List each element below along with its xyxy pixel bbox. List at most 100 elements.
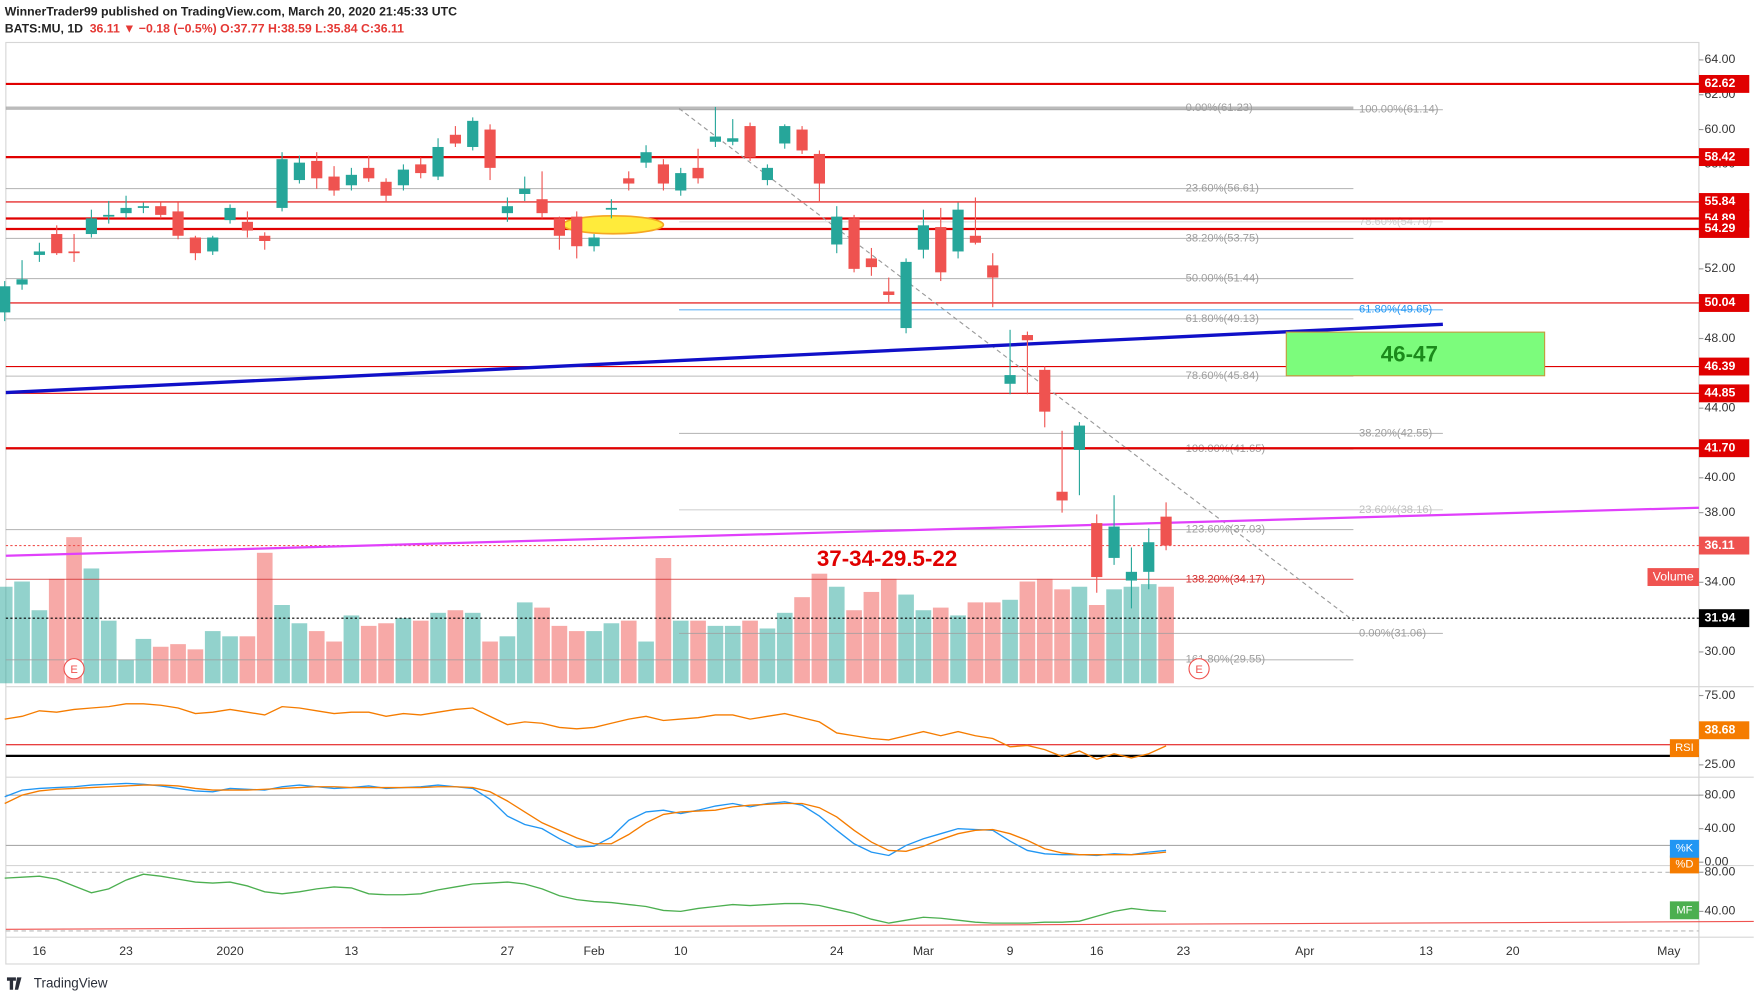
candle-body <box>85 218 97 235</box>
candle-body <box>137 206 149 208</box>
price-label: 41.70 <box>1705 440 1736 454</box>
y-tick-label: 0.00 <box>1705 854 1729 868</box>
candle-body <box>969 235 982 243</box>
candle-body <box>883 291 895 295</box>
fib-label: 100.00%(61.14) <box>1359 104 1439 116</box>
candle-body <box>831 216 843 245</box>
candle-body <box>796 129 808 151</box>
volume-bar <box>326 641 342 684</box>
x-tick-label: 20 <box>1506 944 1520 958</box>
candle-body <box>761 167 773 181</box>
candle-body <box>657 164 669 184</box>
candle-body <box>172 211 184 236</box>
y-tick-label: 80.00 <box>1705 787 1736 801</box>
targets-label: 37-34-29.5-22 <box>817 546 957 571</box>
volume-bar <box>118 659 134 684</box>
fib-label: 78.60%(45.84) <box>1186 370 1260 382</box>
volume-bar <box>464 612 481 684</box>
candle-body <box>259 235 271 242</box>
earnings-marker[interactable] <box>63 658 85 680</box>
volume-bar <box>846 610 862 684</box>
fib-label: 38.20%(53.75) <box>1186 232 1260 244</box>
candle-body <box>467 120 479 147</box>
volume-bar <box>1002 599 1018 684</box>
candle-body <box>1125 571 1138 581</box>
price-label: 58.42 <box>1705 149 1736 163</box>
candle-body <box>640 152 652 163</box>
x-tick-label: 2020 <box>216 944 244 958</box>
candle-body <box>16 279 28 285</box>
volume-bar <box>950 615 966 684</box>
candle-body <box>1160 516 1172 546</box>
price-label-bg <box>1698 220 1750 238</box>
candle-body <box>571 216 583 247</box>
price-label-bg <box>1698 294 1750 312</box>
candle-body <box>865 258 877 268</box>
x-tick-label: 13 <box>345 944 359 958</box>
header-quote: 36.11 ▼ −0.18 (−0.5%) O:37.77 H:38.59 L:… <box>90 21 404 35</box>
y-tick-label: 30.00 <box>1705 644 1736 658</box>
volume-bar <box>932 607 949 684</box>
volume-bar <box>274 605 290 684</box>
x-tick-label: 27 <box>501 944 515 958</box>
fib-layer: 0.00%(61.23) 23.60%(56.61) 38.20%(53.75) 50… <box>5 102 1443 666</box>
candle-body <box>501 206 513 214</box>
candle-body <box>588 237 600 247</box>
x-tick-label: 16 <box>1090 944 1104 958</box>
candle-body <box>900 261 912 329</box>
header-title: WinnerTrader99 published on TradingView.… <box>5 5 457 19</box>
price-label: 62.62 <box>1705 76 1736 90</box>
y-tick-label: 38.00 <box>1705 505 1736 519</box>
fib-label: 123.60%(37.03) <box>1186 523 1266 535</box>
candle-body <box>51 234 63 254</box>
mf-trend <box>5 920 1754 930</box>
fib-label: 0.00%(31.06) <box>1359 627 1426 639</box>
indicator-layer <box>4 703 1754 932</box>
indicator-badge-label: MF <box>1676 904 1692 916</box>
volume-bar <box>204 631 221 684</box>
candle-body <box>1039 369 1051 412</box>
candle-body <box>345 174 357 186</box>
stoch-line <box>4 784 1167 856</box>
volume-legend: Volume <box>1653 569 1694 583</box>
candle-body <box>848 218 860 269</box>
rsi-line <box>4 703 1167 761</box>
volume-bar <box>152 646 169 684</box>
volume-bar <box>343 615 360 684</box>
volume-bar <box>655 558 672 684</box>
candle-body <box>224 207 236 221</box>
indicator-badge <box>1669 739 1699 758</box>
footer-brand[interactable]: TradingView <box>34 976 108 991</box>
candle-body <box>709 136 721 142</box>
volume-bar <box>1036 578 1053 684</box>
candle-body <box>449 134 461 144</box>
candle-body <box>917 225 930 250</box>
volume-bar <box>586 631 602 684</box>
candle-body <box>432 146 444 177</box>
price-label-bg <box>1698 609 1750 628</box>
volume-bar <box>14 581 30 684</box>
x-tick-label: 23 <box>119 944 133 958</box>
price-label-bg <box>1698 148 1750 167</box>
volume-bar <box>0 586 13 684</box>
x-tick-label: Mar <box>913 944 934 958</box>
fib-label: 0.00%(61.23) <box>1186 102 1253 114</box>
candle-body <box>120 207 132 214</box>
rsi-last-label: 38.68 <box>1705 723 1736 737</box>
volume-bar <box>707 625 724 684</box>
x-tick-label: 13 <box>1419 944 1433 958</box>
price-label-bg <box>1698 74 1750 93</box>
volume-bar <box>170 644 186 684</box>
axis-layer: 64.0062.0060.0058.0052.0048.0044.0040.00… <box>33 52 1750 958</box>
y-tick-label: 40.00 <box>1705 470 1736 484</box>
earnings-marker[interactable] <box>1188 658 1210 680</box>
plot: Volume 0.00%(61.23) 23.60%(56.61) 38.20%(5… <box>0 52 1754 958</box>
candle-body <box>952 209 964 252</box>
volume-bar <box>742 620 758 684</box>
volume-bar <box>967 602 984 684</box>
volume-bar <box>794 597 810 684</box>
price-label-bg <box>1698 536 1750 555</box>
candle-body <box>987 265 999 278</box>
y-tick-label: 75.00 <box>1705 688 1736 702</box>
